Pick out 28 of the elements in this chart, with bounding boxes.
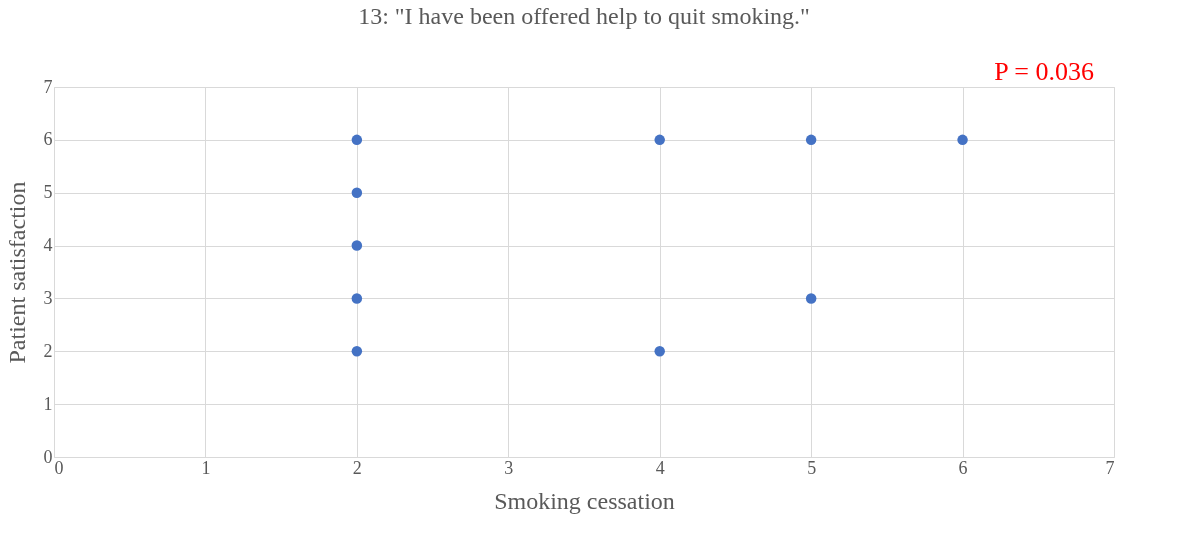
point: [351, 187, 363, 198]
chart-title: 13: "I have been offered help to quit smoking.": [358, 3, 810, 29]
y-tick-label: 1: [43, 393, 53, 414]
y-tick-label: 6: [43, 129, 53, 150]
x-tick-label: 7: [1105, 457, 1115, 478]
y-tick-label: 5: [43, 182, 53, 203]
x-tick-label: 6: [958, 457, 968, 478]
x-tick-label: 3: [504, 457, 514, 478]
x-tick-label: 5: [807, 457, 817, 478]
x-tick-label: 1: [201, 457, 211, 478]
x-tick-label: 2: [352, 457, 362, 478]
point: [351, 346, 363, 357]
point: [654, 346, 665, 357]
x-tick-label: 4: [655, 457, 665, 478]
point: [957, 134, 968, 146]
point: [654, 134, 665, 146]
y-tick-label: 3: [43, 287, 53, 308]
y-tick-label: 2: [43, 340, 53, 361]
text: P = 0.036: [994, 57, 1094, 86]
point: [805, 134, 817, 146]
point: [351, 240, 363, 251]
point: [351, 293, 363, 304]
x-axis-title: Smoking cessation: [494, 487, 675, 514]
y-tick-label: 7: [43, 76, 53, 97]
point: [805, 293, 817, 304]
point: [351, 134, 363, 146]
y-axis-title: Patient satisfaction: [3, 181, 30, 364]
y-tick-label: 4: [43, 235, 53, 256]
